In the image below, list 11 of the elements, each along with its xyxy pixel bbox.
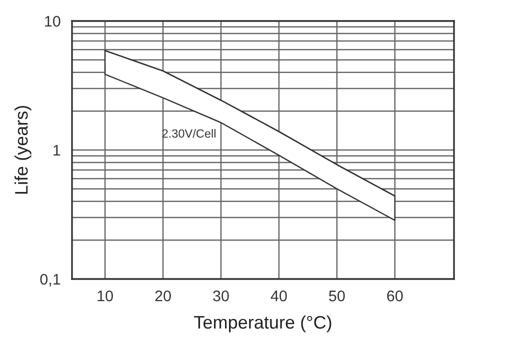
- x-tick-label: 40: [270, 290, 287, 302]
- x-axis-title: Temperature (°C): [194, 315, 332, 332]
- y-tick-label: 10: [45, 16, 60, 27]
- y-tick-label: 1: [54, 145, 60, 156]
- x-tick-label: 60: [387, 290, 403, 302]
- y-axis-title: Life (years): [14, 106, 32, 194]
- x-tick-label: 20: [155, 290, 171, 302]
- x-tick-label: 30: [213, 290, 229, 302]
- y-tick-label: 0,1: [40, 274, 60, 286]
- x-tick-label: 50: [329, 290, 345, 302]
- x-tick-label: 10: [98, 290, 113, 302]
